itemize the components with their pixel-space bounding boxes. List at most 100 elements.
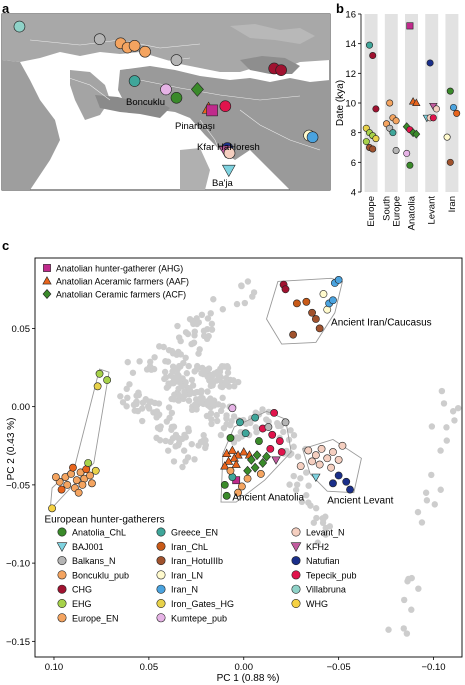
chart-c-legend-marker [156, 570, 166, 580]
chart-c-reference-point [238, 282, 245, 290]
chart-c-point [338, 441, 347, 450]
chart-c-reference-point [165, 404, 173, 411]
chart-c-y-tick-label: 0.00 [12, 402, 31, 413]
chart-c-reference-point [451, 417, 458, 424]
chart-c-point [334, 276, 343, 284]
map-site-marker [275, 64, 287, 76]
chart-c-reference-point [133, 392, 140, 399]
chart-c-x-tick-label: 0.00 [235, 662, 254, 673]
chart-c-legend-marker [57, 598, 67, 608]
chart-c-reference-point [230, 413, 238, 420]
chart-c-reference-point [449, 408, 457, 415]
chart-c-point [69, 463, 77, 472]
chart-c-legend-label: CHG [72, 585, 92, 595]
chart-c-reference-point [129, 369, 137, 376]
chart-c-legend-marker [57, 570, 67, 580]
chart-c-legend-marker [57, 527, 67, 537]
chart-c-reference-point [234, 378, 242, 386]
chart-c-reference-point [164, 447, 172, 454]
chart-b-point [403, 149, 411, 157]
chart-c-legend-label: Natufian [306, 556, 340, 566]
chart-c-reference-point [185, 425, 192, 432]
map-site-marker [128, 75, 141, 87]
chart-c-reference-point [182, 354, 189, 361]
chart-c-y-tick-label: −0.10 [6, 559, 30, 570]
map-site-marker [139, 45, 151, 58]
chart-b-point [392, 117, 400, 125]
chart-c-point [277, 448, 286, 456]
chart-c-reference-point [203, 412, 211, 420]
chart-c-reference-point [290, 432, 298, 439]
chart-c-reference-point [181, 388, 188, 396]
chart-c-reference-point [155, 400, 163, 407]
chart-c-reference-point [169, 368, 176, 375]
chart-c-reference-point [123, 403, 130, 410]
chart-c-point [266, 444, 275, 453]
chart-c-reference-point [297, 475, 304, 482]
chart-c-legend-marker [156, 584, 166, 594]
chart-c-legend-marker [56, 542, 68, 552]
chart-c-reference-point [208, 416, 215, 423]
chart-c-point [311, 315, 320, 323]
chart-b-y-tick-label: 4 [351, 188, 356, 199]
chart-c-legend-label: Greece_EN [171, 528, 218, 538]
chart-c-legend-marker [156, 598, 166, 608]
chart-c-reference-point [259, 406, 266, 413]
chart-c-point [103, 376, 112, 384]
chart-c-point [229, 453, 239, 462]
chart-c-reference-point [205, 365, 213, 372]
chart-c-point [289, 330, 297, 339]
chart-c-reference-point [437, 486, 444, 493]
chart-c-point [228, 404, 237, 413]
map-panel: Boncuklu Pinarbaşı Kfar HaHoresh Ba'ja [1, 13, 331, 191]
chart-c-cluster-label: Ancient Iran/Caucasus [331, 317, 432, 328]
chart-c-legend-label: KFH2 [306, 542, 329, 552]
chart-c-reference-point [440, 400, 448, 407]
chart-b-group-label: Anatolia [407, 195, 418, 230]
chart-c-y-tick-label: −0.15 [6, 637, 30, 648]
chart-c-reference-point [220, 424, 228, 432]
chart-c-point [256, 470, 265, 478]
chart-c-legend-marker [290, 542, 302, 552]
chart-c-reference-point [134, 407, 142, 415]
chart-c-legend-marker [291, 598, 301, 608]
map-site-marker [128, 40, 141, 52]
chart-c-top-legend-marker [42, 276, 52, 285]
chart-c-reference-point [290, 472, 297, 480]
chart-c-legend-label: Iran_N [171, 585, 198, 595]
chart-c-point [237, 482, 246, 491]
chart-b-y-tick-label: 10 [345, 99, 356, 110]
chart-c-reference-point [186, 386, 194, 394]
chart-c-reference-point [193, 406, 200, 413]
chart-c-reference-point [151, 354, 158, 361]
chart-c-reference-point [198, 370, 205, 377]
chart-b-point [446, 87, 454, 95]
chart-b-point [449, 103, 457, 111]
chart-c-reference-point [431, 501, 438, 508]
chart-c-reference-point [133, 398, 140, 406]
chart-c-reference-point [175, 440, 183, 447]
chart-c-legend-marker [291, 570, 301, 580]
chart-c-point [246, 454, 256, 465]
chart-c-point [255, 437, 263, 445]
chart-c-point [268, 430, 277, 439]
chart-c-reference-point [176, 392, 183, 399]
chart-c-reference-point [214, 417, 221, 425]
chart-c-reference-point [175, 334, 183, 341]
chart-c-reference-point [319, 515, 326, 522]
chart-c-hull-ancient-levant [302, 439, 362, 494]
chart-c-reference-point [221, 363, 228, 370]
chart-c-reference-point [124, 394, 131, 402]
chart-c-reference-point [408, 606, 415, 613]
chart-b-y-axis-label: Date (kya) [335, 80, 346, 126]
chart-c-point [334, 455, 343, 464]
chart-c-point [329, 448, 337, 456]
chart-c-reference-point [147, 358, 154, 366]
chart-c-reference-point [217, 431, 225, 439]
chart-c-reference-point [195, 442, 202, 449]
chart-c-x-axis-label: PC 1 (0.88 %) [217, 673, 280, 684]
chart-c-reference-point [423, 497, 431, 504]
chart-c-legend-label: Anatolia_ChL [72, 528, 126, 538]
chart-c-reference-point [160, 343, 167, 351]
chart-c-reference-point [414, 508, 422, 516]
